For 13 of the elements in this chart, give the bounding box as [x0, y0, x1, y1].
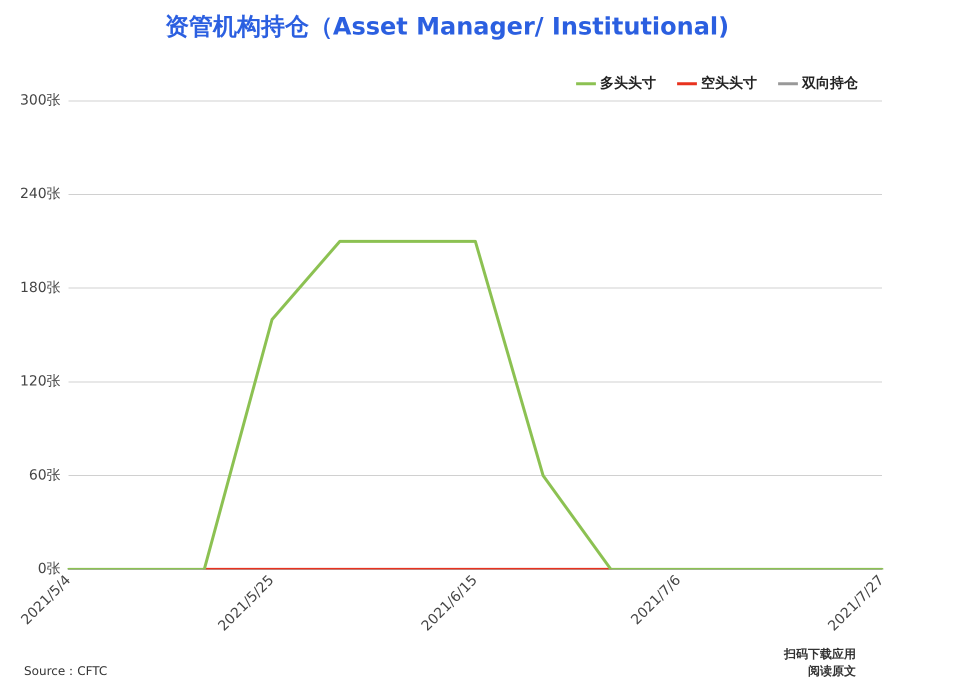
y-tick-label: 120张	[20, 374, 61, 390]
legend-label: 双向持仓	[801, 75, 859, 92]
legend-label: 多头头寸	[600, 75, 656, 92]
source-note: Source：CFTC	[24, 663, 108, 680]
y-tick-label: 240张	[20, 186, 61, 202]
y-tick-label: 300张	[20, 92, 61, 108]
text: 阅读原文	[807, 663, 856, 680]
y-tick-label: 60张	[28, 467, 61, 484]
y-tick-label: 180张	[20, 280, 61, 296]
chart-title: 资管机构持仓（Asset Manager/ Institutional)	[164, 12, 730, 41]
legend-label: 空头头寸	[701, 74, 757, 92]
y-tick-label: 0张	[38, 561, 61, 577]
text: 扫码下载应用	[784, 646, 856, 663]
